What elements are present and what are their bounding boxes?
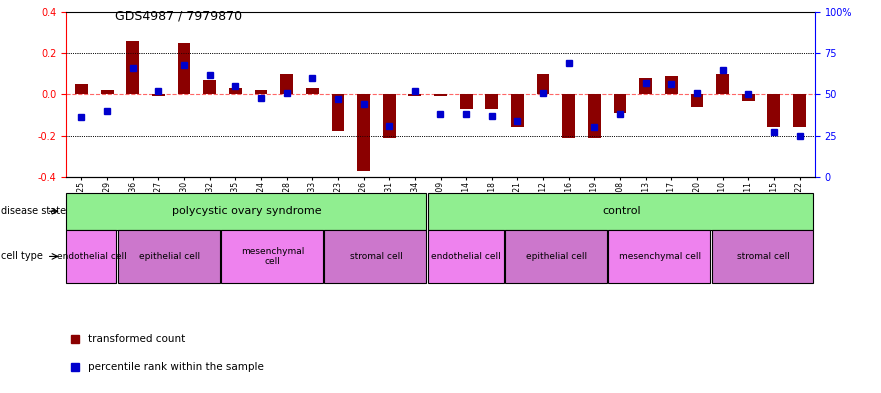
Bar	[100, 90, 114, 94]
Bar	[640, 78, 652, 94]
Bar	[434, 94, 447, 96]
Text: epithelial cell: epithelial cell	[139, 252, 200, 261]
Bar	[383, 94, 396, 138]
Bar	[767, 94, 781, 127]
Bar	[427, 230, 504, 283]
Bar	[485, 94, 498, 109]
Bar	[255, 90, 268, 94]
Text: control: control	[602, 206, 640, 216]
Bar	[460, 94, 472, 109]
Bar	[66, 230, 116, 283]
Bar	[118, 230, 219, 283]
Text: stromal cell: stromal cell	[737, 252, 789, 261]
Bar	[75, 84, 88, 94]
Bar	[427, 193, 813, 230]
Bar	[691, 94, 703, 107]
Text: GDS4987 / 7979870: GDS4987 / 7979870	[115, 10, 241, 23]
Bar	[178, 43, 190, 94]
Text: mesenchymal
cell: mesenchymal cell	[241, 247, 304, 266]
Text: cell type: cell type	[1, 252, 43, 261]
Bar	[613, 94, 626, 113]
Bar	[324, 230, 426, 283]
Text: polycystic ovary syndrome: polycystic ovary syndrome	[172, 206, 322, 216]
Bar	[229, 88, 241, 94]
Text: epithelial cell: epithelial cell	[526, 252, 588, 261]
Text: endothelial cell: endothelial cell	[57, 252, 127, 261]
Bar	[221, 230, 322, 283]
Bar	[609, 230, 710, 283]
Text: percentile rank within the sample: percentile rank within the sample	[88, 362, 264, 373]
Bar	[126, 40, 139, 94]
Bar	[562, 94, 575, 138]
Bar	[409, 94, 421, 96]
Bar	[716, 73, 729, 94]
Bar	[306, 88, 319, 94]
Bar	[588, 94, 601, 138]
Bar	[66, 193, 426, 230]
Text: stromal cell: stromal cell	[350, 252, 403, 261]
Bar	[505, 230, 607, 283]
Bar	[331, 94, 344, 131]
Bar	[537, 73, 550, 94]
Bar	[742, 94, 755, 101]
Text: transformed count: transformed count	[88, 334, 185, 344]
Bar	[793, 94, 806, 127]
Bar	[511, 94, 524, 127]
Text: mesenchymal cell: mesenchymal cell	[619, 252, 701, 261]
Text: disease state: disease state	[1, 206, 66, 216]
Bar	[665, 76, 677, 94]
Bar	[712, 230, 813, 283]
Bar	[357, 94, 370, 171]
Text: endothelial cell: endothelial cell	[432, 252, 501, 261]
Bar	[152, 94, 165, 96]
Bar	[280, 73, 293, 94]
Bar	[204, 80, 216, 94]
